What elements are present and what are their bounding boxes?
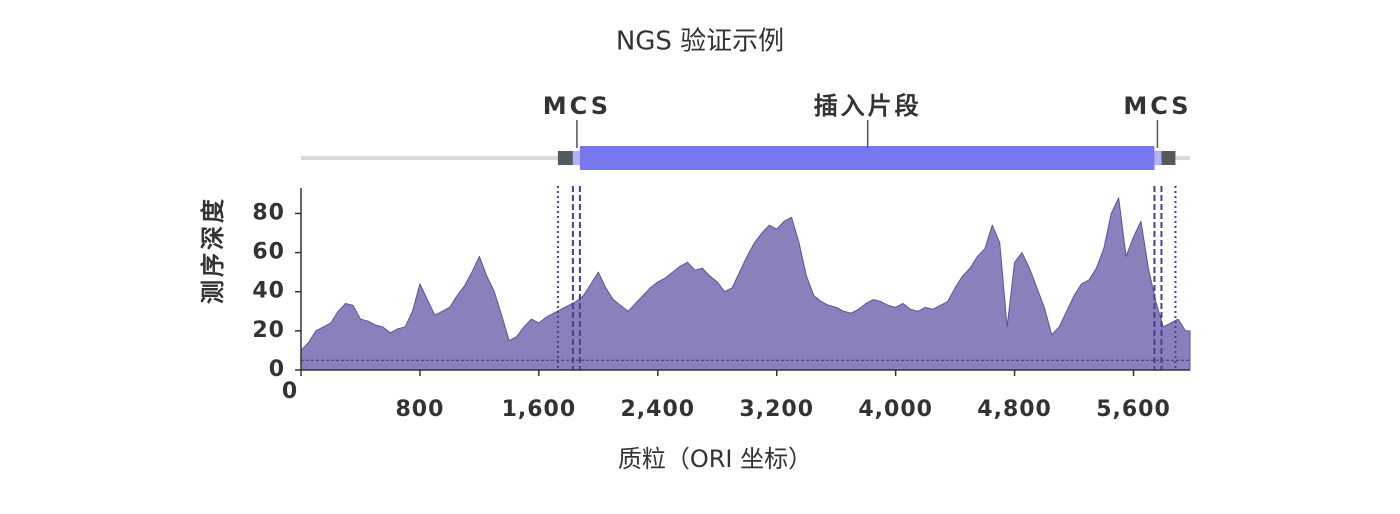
x-tick-label: 3,200 bbox=[739, 397, 814, 422]
x-tick-label: 2,400 bbox=[620, 397, 695, 422]
map-label: 插入片段 bbox=[814, 92, 922, 120]
x-tick-label: 4,800 bbox=[977, 397, 1052, 422]
map-segment bbox=[557, 151, 573, 165]
coverage-area bbox=[300, 197, 1191, 371]
y-tick-label: 40 bbox=[252, 279, 285, 304]
x-axis-label: 质粒（ORI 坐标） bbox=[618, 445, 812, 473]
map-label: MCS bbox=[543, 92, 611, 120]
x-tick-label: 4,000 bbox=[858, 397, 933, 422]
map-segment bbox=[579, 146, 1155, 170]
x-tick-label: 800 bbox=[395, 397, 444, 422]
y-tick-label: 0 bbox=[269, 357, 285, 382]
y-axis-label: 测序深度 bbox=[199, 196, 227, 304]
map-label: MCS bbox=[1123, 92, 1191, 120]
map-segment bbox=[1161, 151, 1176, 165]
y-tick-label: 80 bbox=[252, 200, 285, 225]
chart-title: NGS 验证示例 bbox=[616, 27, 784, 57]
y-tick-label: 60 bbox=[252, 240, 285, 265]
x-tick-label: 0 bbox=[282, 379, 298, 404]
x-tick-label: 1,600 bbox=[502, 397, 577, 422]
map-segment bbox=[1154, 151, 1162, 165]
map-segment bbox=[572, 151, 580, 165]
y-tick-label: 20 bbox=[252, 318, 285, 343]
x-tick-label: 5,600 bbox=[1096, 397, 1171, 422]
